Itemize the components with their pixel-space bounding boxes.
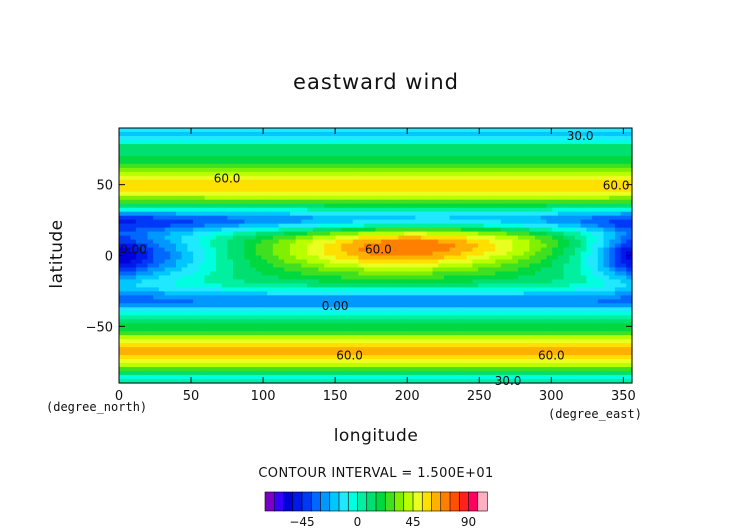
- x-tick-label: 50: [183, 389, 200, 404]
- colorbar-swatch: [273, 491, 285, 512]
- colorbar-swatch: [366, 491, 377, 512]
- colorbar-swatch: [338, 491, 349, 512]
- y-tick-label: 50: [96, 179, 113, 194]
- x-tick-label: 250: [467, 389, 492, 404]
- chart-title: eastward wind: [293, 70, 459, 94]
- colorbar-swatch: [264, 491, 275, 512]
- contour-label: 0.00: [120, 242, 147, 256]
- contour-label: 60.0: [538, 349, 565, 363]
- colorbar-swatch: [283, 491, 294, 512]
- colorbar-swatch: [477, 491, 488, 512]
- colorbar-tick-label: 45: [405, 515, 420, 529]
- contour-label: 30.0: [567, 129, 594, 143]
- colorbar-swatch: [384, 491, 396, 512]
- colorbar-tick-label: −45: [289, 515, 314, 529]
- colorbar-swatch: [375, 491, 386, 512]
- contour-label: 30.0: [495, 374, 522, 388]
- colorbar-swatch: [292, 491, 303, 512]
- x-tick-label: 100: [251, 389, 276, 404]
- colorbar-swatch: [412, 491, 423, 512]
- x-tick-label: 300: [539, 389, 564, 404]
- colorbar-swatch: [421, 491, 433, 512]
- x-tick-label: 350: [611, 389, 636, 404]
- contour-fill: [119, 128, 633, 384]
- y-axis-label: latitude: [47, 219, 67, 289]
- colorbar-swatch: [468, 491, 479, 512]
- contour-label: 0.00: [322, 299, 349, 313]
- colorbar-swatch: [458, 491, 470, 512]
- y-tick-label: −50: [86, 320, 113, 335]
- contour-label: 60.0: [603, 179, 630, 193]
- x-tick-label: 150: [323, 389, 348, 404]
- x-axis-label: longitude: [333, 426, 419, 446]
- x-tick-label: 0: [115, 389, 123, 404]
- colorbar-swatch: [440, 491, 451, 512]
- colorbar-tick-label: 0: [354, 515, 362, 529]
- colorbar-swatch: [431, 491, 442, 512]
- x-axis-unit: (degree_east): [548, 407, 642, 421]
- colorbar-swatch: [329, 491, 340, 512]
- contour-interval-label: CONTOUR INTERVAL = 1.500E+01: [258, 466, 494, 481]
- contour-label: 60.0: [336, 349, 363, 363]
- contour-label: 60.0: [365, 242, 392, 256]
- colorbar-swatch: [310, 491, 322, 512]
- colorbar-swatch: [347, 491, 359, 512]
- x-tick-label: 200: [395, 389, 420, 404]
- contour-label: 60.0: [214, 172, 241, 186]
- colorbar-tick-label: 90: [461, 515, 476, 529]
- colorbar-swatch: [403, 491, 414, 512]
- colorbar-swatch: [394, 491, 405, 512]
- colorbar-swatch: [449, 491, 460, 512]
- y-axis-unit: (degree_north): [46, 400, 148, 414]
- colorbar-swatch: [320, 491, 331, 512]
- colorbar-swatch: [301, 491, 312, 512]
- y-tick-label: 0: [105, 250, 113, 265]
- colorbar-swatch: [357, 491, 368, 512]
